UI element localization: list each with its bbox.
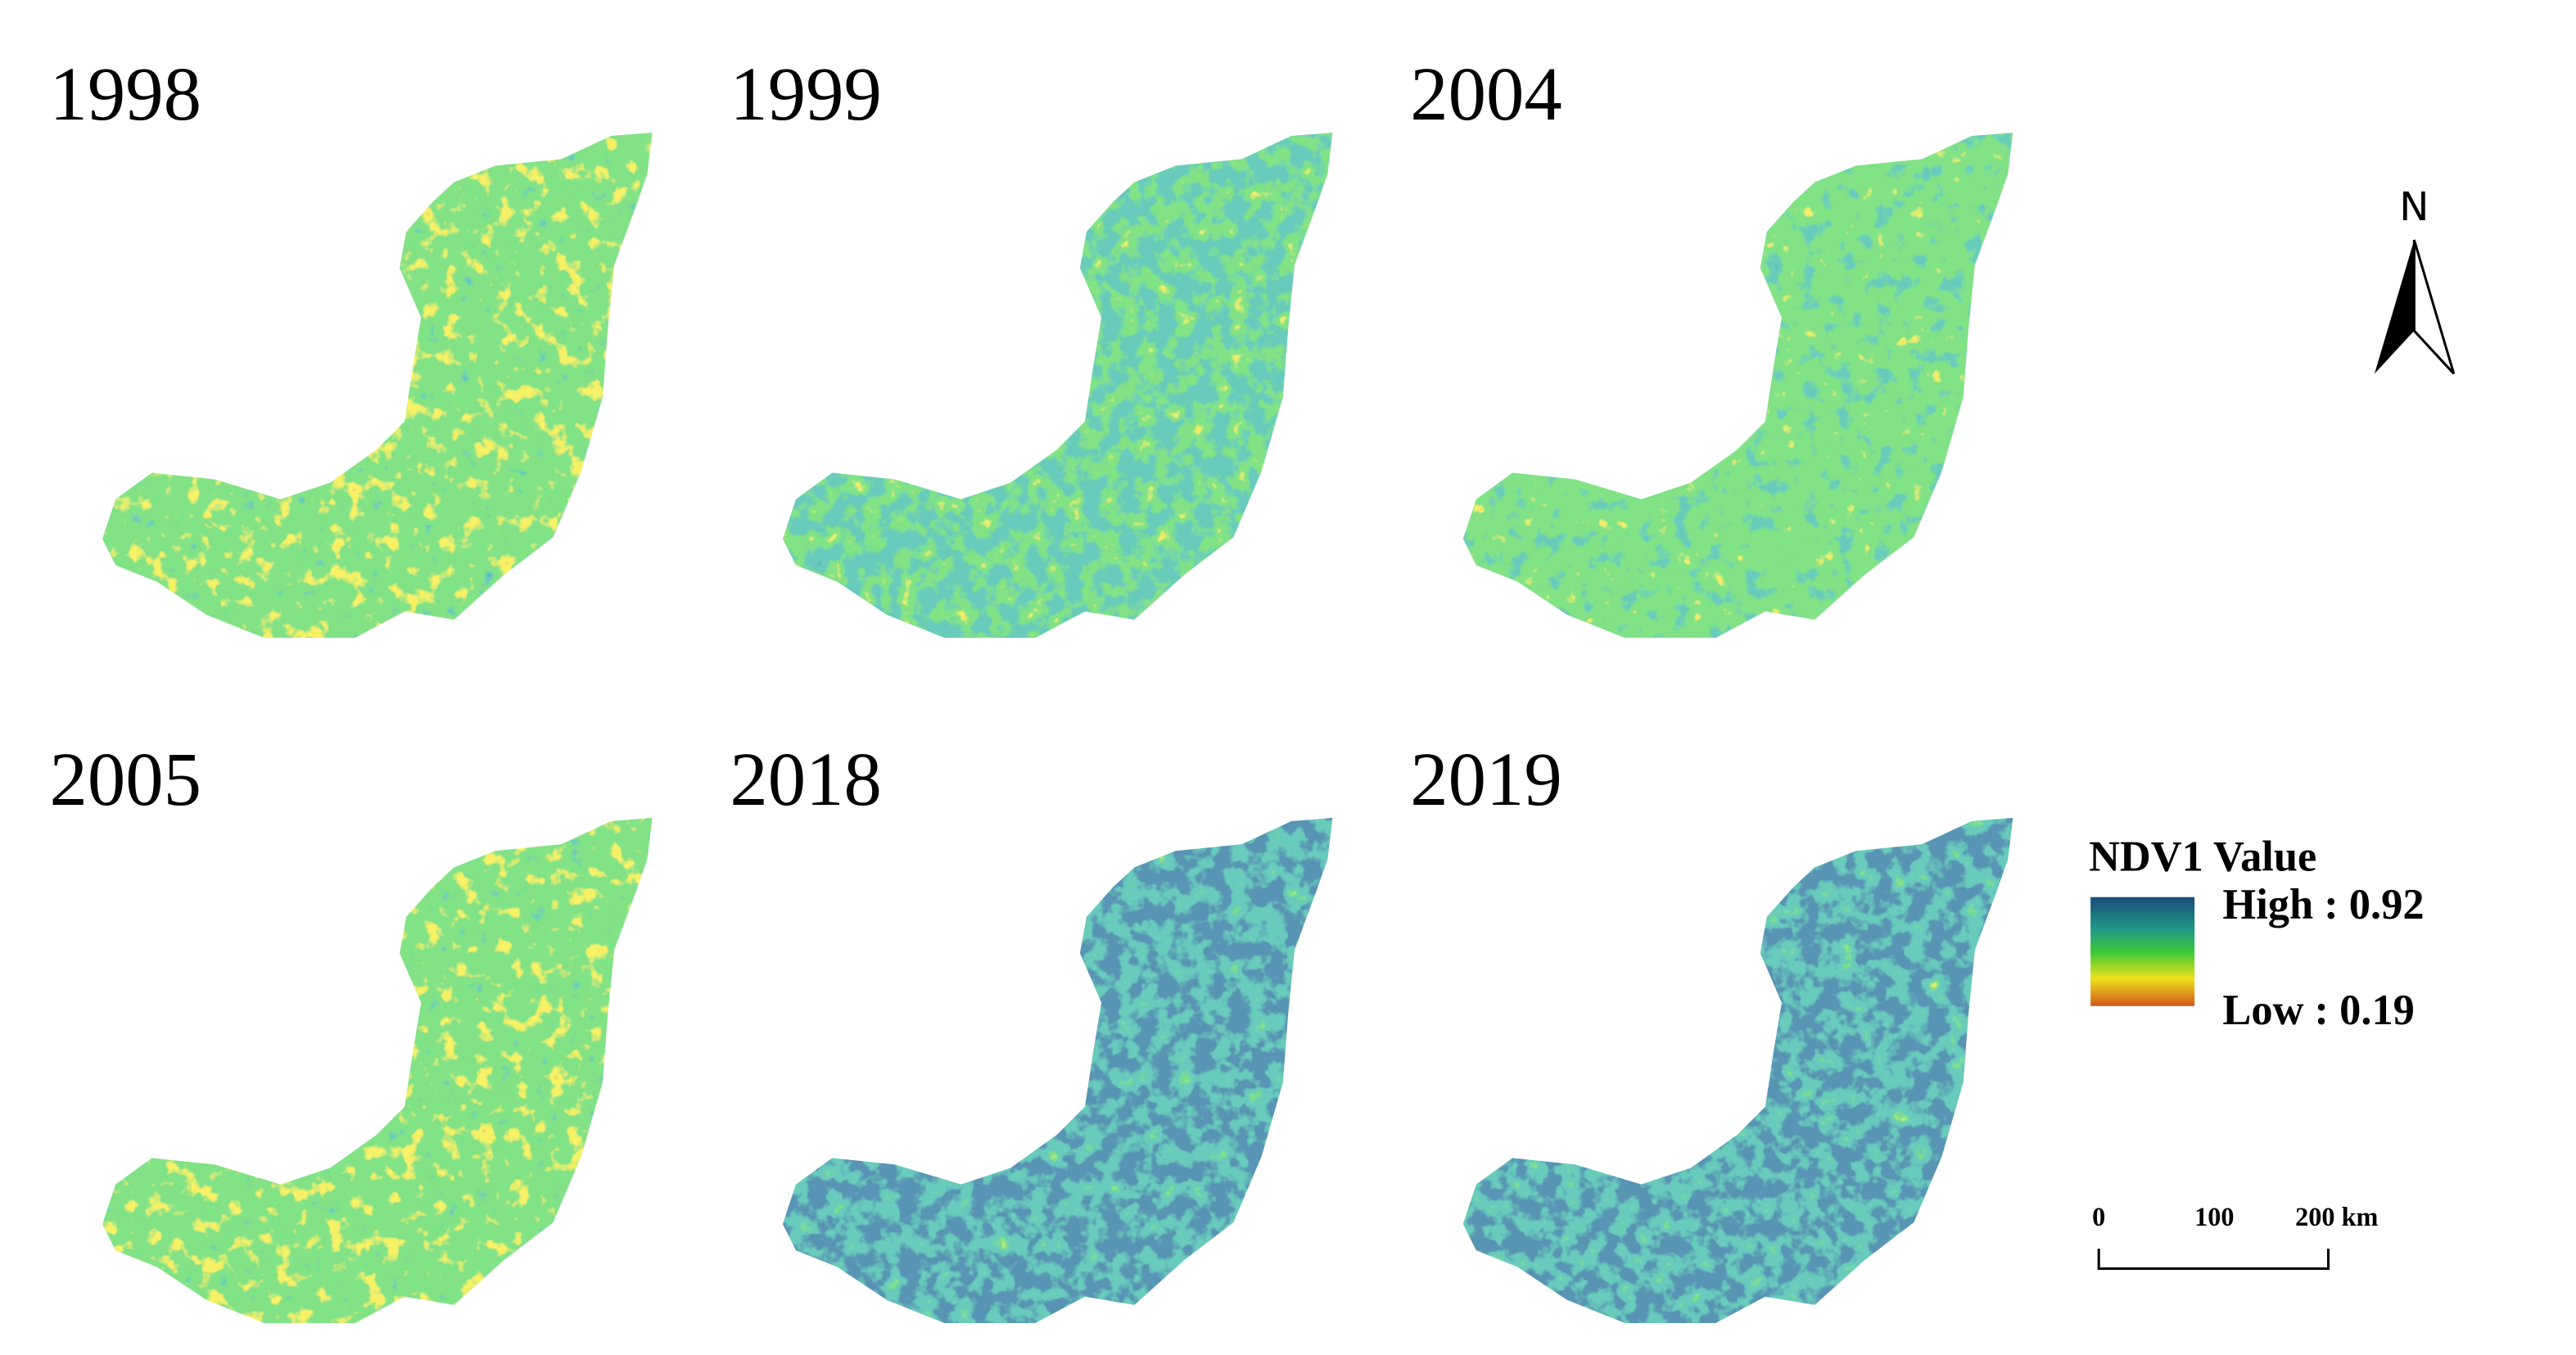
year-label: 1998 xyxy=(50,52,201,137)
ndvi-map xyxy=(102,133,653,639)
legend-high: High : 0.92 xyxy=(2222,881,2424,928)
legend-ramp xyxy=(2090,897,2195,1006)
ndvi-map xyxy=(782,817,1333,1324)
ndvi-map xyxy=(782,133,1333,639)
map-panels: 1998 1999 2004 2005 2018 2019 xyxy=(50,52,2013,1324)
legend-title: NDV1 Value xyxy=(2089,833,2316,880)
legend: NDV1 Value High : 0.92 Low : 0.19 xyxy=(2089,833,2424,1034)
map-panel: 2005 xyxy=(50,738,653,1324)
map-panel: 1998 xyxy=(50,52,653,639)
year-label: 2018 xyxy=(730,738,882,822)
scale-label: 200 km xyxy=(2295,1202,2378,1231)
ndvi-map xyxy=(102,817,653,1324)
scale-label: 0 xyxy=(2092,1202,2105,1231)
scale-bar: 0 100 200 km xyxy=(2092,1202,2379,1270)
year-label: 2005 xyxy=(50,738,201,822)
scale-label: 100 xyxy=(2194,1202,2234,1231)
arrow-right xyxy=(2412,239,2456,375)
year-label: 1999 xyxy=(730,52,882,137)
year-label: 2019 xyxy=(1410,738,1562,822)
map-panel: 1999 xyxy=(730,52,1333,639)
ndvi-map xyxy=(1462,133,2013,639)
north-label: N xyxy=(2399,184,2429,230)
legend-low: Low : 0.19 xyxy=(2222,987,2414,1034)
north-arrow: N xyxy=(2374,184,2456,375)
map-panel: 2004 xyxy=(1410,52,2013,639)
arrow-left xyxy=(2374,240,2415,374)
scale-line xyxy=(2097,1249,2330,1270)
map-panel: 2019 xyxy=(1410,738,2013,1324)
ndvi-map xyxy=(1462,817,2013,1324)
year-label: 2004 xyxy=(1410,52,1562,137)
map-panel: 2018 xyxy=(730,738,1333,1324)
